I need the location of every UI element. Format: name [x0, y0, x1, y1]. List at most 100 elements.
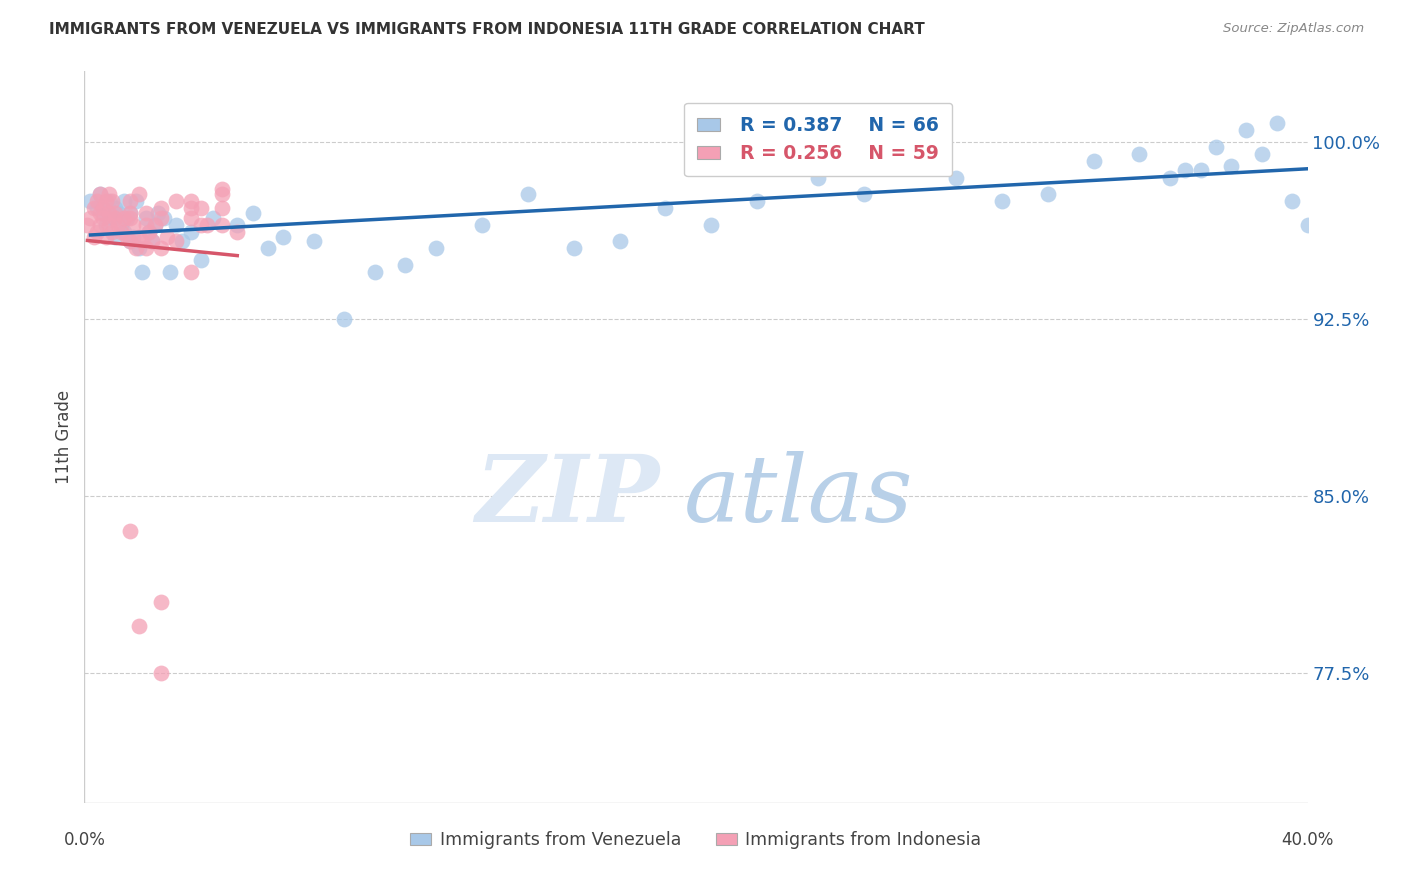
- Point: [91, 201, 114, 215]
- Point: [700, 218, 723, 232]
- Point: [195, 218, 218, 232]
- Point: [242, 206, 264, 220]
- Point: [471, 218, 494, 232]
- Point: [1083, 154, 1105, 169]
- Point: [128, 241, 150, 255]
- Point: [107, 206, 129, 220]
- Text: 40.0%: 40.0%: [1281, 831, 1334, 849]
- Point: [138, 225, 160, 239]
- Point: [128, 619, 150, 633]
- Text: ZIP: ZIP: [475, 450, 659, 541]
- Point: [104, 201, 127, 215]
- Point: [165, 234, 187, 248]
- Point: [120, 234, 142, 248]
- Point: [120, 194, 142, 208]
- Point: [120, 206, 142, 220]
- Point: [135, 206, 157, 220]
- Point: [125, 241, 148, 255]
- Point: [190, 253, 212, 268]
- Point: [128, 187, 150, 202]
- Point: [122, 229, 145, 244]
- Point: [1189, 163, 1212, 178]
- Point: [211, 182, 233, 196]
- Point: [226, 225, 249, 239]
- Point: [898, 159, 921, 173]
- Point: [1036, 187, 1059, 202]
- Point: [516, 187, 538, 202]
- Point: [172, 234, 194, 248]
- Point: [138, 225, 160, 239]
- Point: [104, 229, 127, 244]
- Point: [226, 218, 249, 232]
- Point: [165, 218, 187, 232]
- Point: [89, 187, 111, 202]
- Point: [135, 218, 157, 232]
- Point: [104, 206, 127, 220]
- Point: [1250, 147, 1272, 161]
- Point: [180, 194, 202, 208]
- Point: [131, 265, 153, 279]
- Point: [807, 170, 830, 185]
- Point: [1236, 123, 1258, 137]
- Point: [89, 206, 111, 220]
- Point: [156, 229, 179, 244]
- Point: [153, 211, 176, 225]
- Point: [94, 194, 117, 208]
- Point: [1205, 140, 1227, 154]
- Point: [120, 211, 142, 225]
- Point: [143, 218, 166, 232]
- Point: [149, 595, 172, 609]
- Point: [135, 211, 157, 225]
- Point: [86, 225, 108, 239]
- Point: [853, 187, 876, 202]
- Point: [141, 234, 163, 248]
- Point: [271, 229, 294, 244]
- Point: [120, 524, 142, 539]
- Point: [190, 218, 212, 232]
- Point: [83, 229, 105, 244]
- Point: [86, 194, 108, 208]
- Point: [125, 194, 148, 208]
- Point: [120, 234, 142, 248]
- Point: [190, 201, 212, 215]
- Point: [115, 211, 138, 225]
- Point: [333, 312, 356, 326]
- Point: [180, 225, 202, 239]
- Point: [89, 187, 111, 202]
- Point: [110, 218, 132, 232]
- Point: [104, 211, 127, 225]
- Point: [1296, 218, 1319, 232]
- Text: atlas: atlas: [683, 450, 914, 541]
- Point: [79, 211, 101, 225]
- Point: [654, 201, 676, 215]
- Point: [991, 194, 1014, 208]
- Point: [211, 201, 233, 215]
- Point: [112, 194, 135, 208]
- Point: [149, 241, 172, 255]
- Legend: Immigrants from Venezuela, Immigrants from Indonesia: Immigrants from Venezuela, Immigrants fr…: [404, 824, 988, 856]
- Point: [180, 201, 202, 215]
- Point: [122, 218, 145, 232]
- Point: [112, 211, 135, 225]
- Point: [146, 206, 169, 220]
- Point: [180, 265, 202, 279]
- Point: [149, 666, 172, 681]
- Point: [1281, 194, 1303, 208]
- Point: [101, 225, 124, 239]
- Point: [135, 241, 157, 255]
- Point: [609, 234, 631, 248]
- Point: [211, 218, 233, 232]
- Point: [91, 206, 114, 220]
- Point: [159, 265, 181, 279]
- Point: [89, 218, 111, 232]
- Point: [94, 218, 117, 232]
- Point: [143, 218, 166, 232]
- Point: [97, 194, 120, 208]
- Point: [180, 211, 202, 225]
- Point: [364, 265, 387, 279]
- Point: [110, 225, 132, 239]
- Point: [141, 234, 163, 248]
- Y-axis label: 11th Grade: 11th Grade: [55, 390, 73, 484]
- Point: [1128, 147, 1150, 161]
- Point: [83, 201, 105, 215]
